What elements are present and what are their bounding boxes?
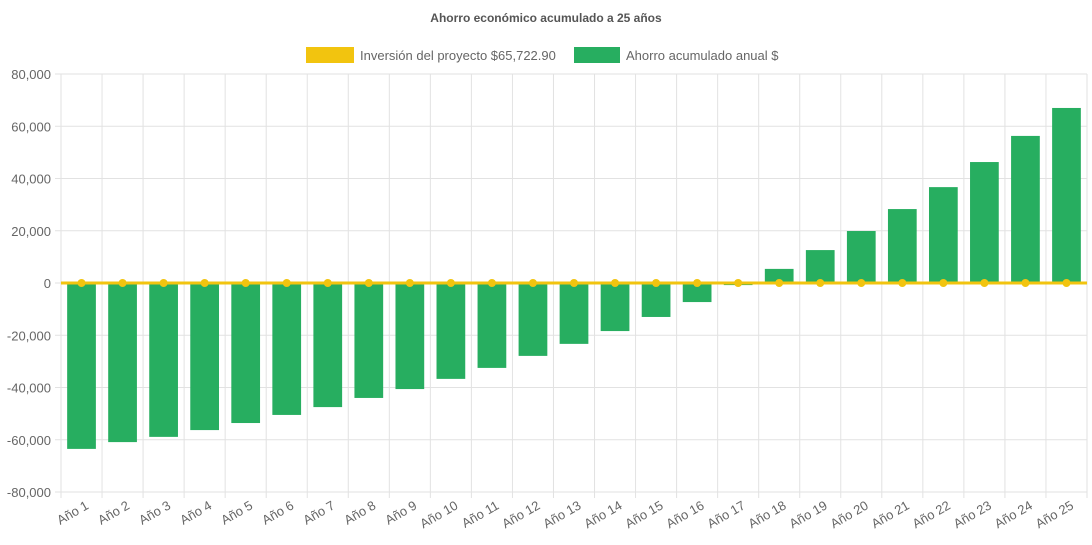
investment-point bbox=[898, 279, 907, 287]
bar bbox=[846, 231, 876, 283]
investment-point bbox=[282, 279, 291, 287]
chart-title: Ahorro económico acumulado a 25 años bbox=[430, 11, 662, 25]
investment-point bbox=[446, 279, 455, 287]
investment-point bbox=[77, 279, 86, 287]
x-tick-label: Año 17 bbox=[704, 498, 747, 532]
x-tick-label: Año 22 bbox=[910, 498, 953, 532]
investment-point bbox=[405, 279, 414, 287]
legend-item-inversion[interactable]: Inversión del proyecto $65,722.90 bbox=[306, 47, 556, 63]
bar bbox=[67, 283, 96, 449]
bar bbox=[518, 283, 548, 356]
bar bbox=[231, 283, 261, 424]
investment-point bbox=[611, 279, 620, 287]
x-tick-label: Año 3 bbox=[136, 498, 173, 528]
bar bbox=[1011, 135, 1040, 283]
y-tick-label: -20,000 bbox=[7, 328, 51, 343]
legend-swatch-ahorro bbox=[574, 47, 620, 63]
investment-point bbox=[487, 279, 496, 287]
legend-label-inversion: Inversión del proyecto $65,722.90 bbox=[360, 48, 556, 63]
investment-point bbox=[693, 279, 702, 287]
investment-point bbox=[159, 279, 168, 287]
y-tick-label: 80,000 bbox=[11, 67, 51, 82]
investment-point bbox=[652, 279, 661, 287]
x-tick-label: Año 9 bbox=[382, 498, 419, 528]
x-tick-label: Año 1 bbox=[54, 498, 91, 528]
x-tick-label: Año 21 bbox=[869, 498, 912, 532]
y-tick-label: -80,000 bbox=[7, 485, 51, 500]
x-tick-label: Año 2 bbox=[95, 498, 132, 528]
y-tick-label: 40,000 bbox=[11, 172, 51, 187]
bar bbox=[970, 162, 999, 283]
investment-point bbox=[816, 279, 825, 287]
x-tick-label: Año 24 bbox=[992, 498, 1035, 532]
bar bbox=[1052, 107, 1081, 284]
x-tick-label: Año 19 bbox=[787, 498, 830, 532]
bar bbox=[108, 283, 137, 443]
investment-point bbox=[323, 279, 332, 287]
x-tick-label: Año 11 bbox=[459, 498, 501, 531]
bar bbox=[887, 209, 917, 283]
bar bbox=[559, 283, 589, 344]
bar bbox=[641, 283, 671, 317]
bar bbox=[805, 250, 835, 283]
bar bbox=[764, 268, 794, 283]
investment-point bbox=[939, 279, 948, 287]
y-tick-label: -40,000 bbox=[7, 381, 51, 396]
bar bbox=[477, 283, 507, 368]
investment-point bbox=[1021, 279, 1030, 287]
investment-point bbox=[775, 279, 784, 287]
investment-point bbox=[118, 279, 127, 287]
y-tick-label: 60,000 bbox=[11, 119, 51, 134]
bar bbox=[682, 283, 712, 303]
x-tick-label: Año 10 bbox=[417, 498, 460, 532]
x-tick-label: Año 7 bbox=[300, 498, 337, 528]
x-tick-label: Año 23 bbox=[951, 498, 994, 532]
x-tick-label: Año 20 bbox=[828, 498, 871, 532]
bar bbox=[436, 283, 466, 379]
investment-point bbox=[980, 279, 989, 287]
bar bbox=[313, 283, 343, 408]
x-tick-label: Año 15 bbox=[622, 498, 665, 532]
legend-item-ahorro[interactable]: Ahorro acumulado anual $ bbox=[574, 47, 779, 63]
investment-point bbox=[734, 279, 743, 287]
bar bbox=[149, 283, 178, 437]
bar bbox=[272, 283, 302, 415]
x-tick-label: Año 12 bbox=[499, 498, 542, 532]
bar bbox=[354, 283, 384, 398]
y-tick-label: 20,000 bbox=[11, 224, 51, 239]
investment-point bbox=[570, 279, 578, 287]
y-tick-label: -60,000 bbox=[7, 433, 51, 448]
x-tick-label: Año 6 bbox=[259, 498, 296, 528]
x-tick-label: Año 5 bbox=[218, 498, 255, 528]
bar bbox=[190, 283, 220, 431]
x-tick-label: Año 13 bbox=[540, 498, 583, 532]
x-tick-label: Año 18 bbox=[746, 498, 789, 532]
legend: Inversión del proyecto $65,722.90 Ahorro… bbox=[306, 47, 779, 63]
investment-point bbox=[241, 279, 250, 287]
x-tick-label: Año 8 bbox=[341, 498, 378, 528]
bar bbox=[395, 283, 425, 390]
legend-label-ahorro: Ahorro acumulado anual $ bbox=[626, 48, 779, 63]
legend-swatch-inversion bbox=[306, 47, 354, 63]
bar bbox=[600, 283, 630, 332]
x-tick-label: Año 14 bbox=[581, 498, 624, 532]
investment-point bbox=[1062, 279, 1071, 287]
x-tick-label: Año 4 bbox=[177, 498, 214, 528]
x-tick-label: Año 16 bbox=[663, 498, 706, 532]
investment-point bbox=[857, 279, 866, 287]
x-tick-label: Año 25 bbox=[1033, 498, 1076, 532]
y-tick-label: 0 bbox=[44, 276, 51, 291]
investment-point bbox=[528, 279, 537, 287]
investment-point bbox=[200, 279, 209, 287]
bar bbox=[928, 187, 958, 283]
investment-point bbox=[364, 279, 373, 287]
